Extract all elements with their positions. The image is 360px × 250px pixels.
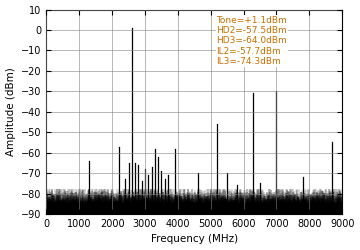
X-axis label: Frequency (MHz): Frequency (MHz) [151, 234, 238, 244]
Y-axis label: Amplitude (dBm): Amplitude (dBm) [5, 68, 15, 156]
Text: Tone=+1.1dBm
HD2=-57.5dBm
HD3=-64.0dBm
IL2=-57.7dBm
IL3=-74.3dBm: Tone=+1.1dBm HD2=-57.5dBm HD3=-64.0dBm I… [216, 16, 287, 66]
